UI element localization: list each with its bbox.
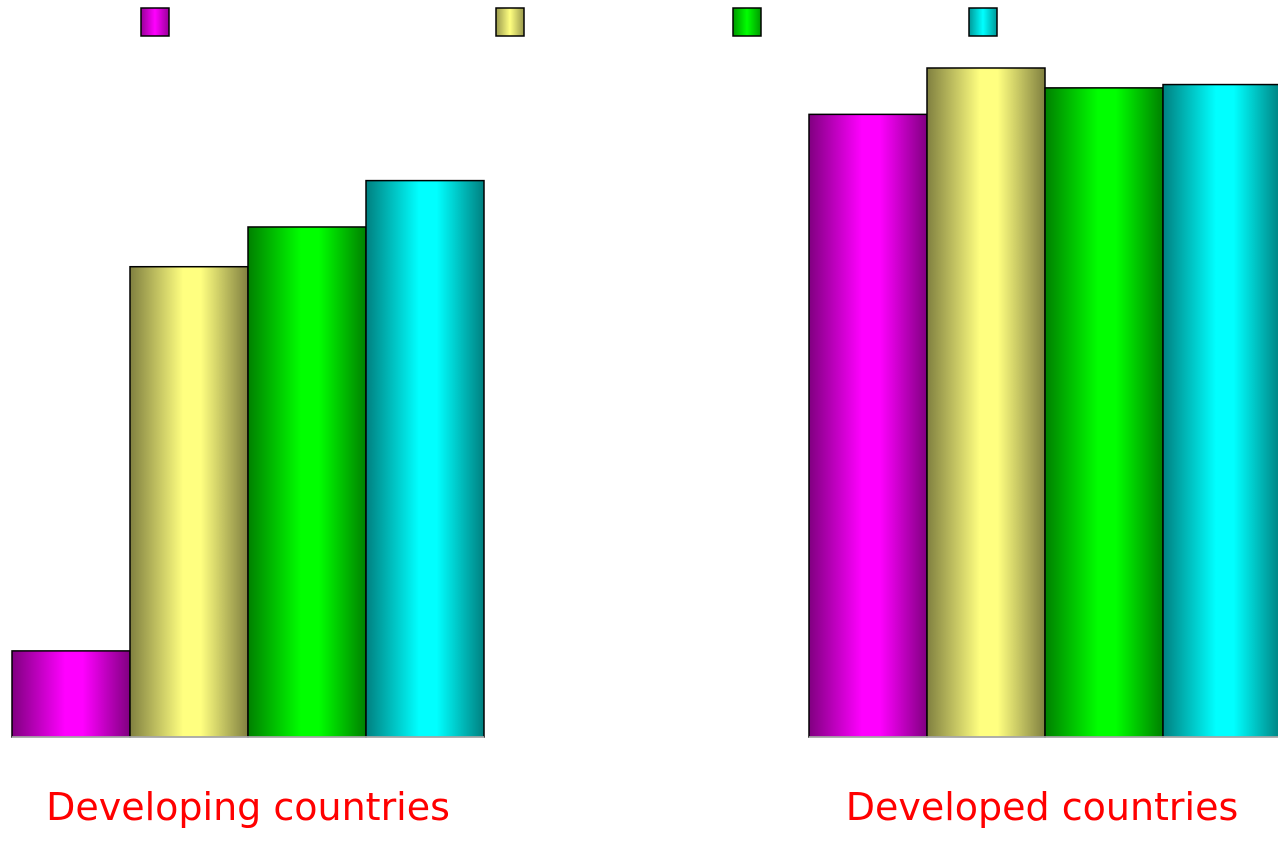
legend (140, 7, 998, 37)
bar-category-1-series-2 (129, 265, 249, 738)
legend-swatch-3 (732, 7, 762, 37)
bar-category-1-series-3 (247, 226, 367, 738)
legend-swatch-4 (968, 7, 998, 37)
bar-category-2-series-3 (1044, 87, 1164, 738)
category-label-1: Developing countries (46, 785, 450, 829)
bars (11, 67, 1278, 738)
category-labels: Developing countries Developed countries (46, 785, 1238, 829)
legend-swatch-2 (495, 7, 525, 37)
bar-category-1-series-4 (365, 179, 485, 738)
legend-swatch-1 (140, 7, 170, 37)
category-label-2: Developed countries (846, 785, 1239, 829)
bar-category-2-series-1 (808, 113, 928, 738)
bar-category-2-series-2 (926, 67, 1046, 738)
bar-category-2-series-4 (1162, 83, 1278, 738)
bar-category-1-series-1 (11, 650, 131, 738)
